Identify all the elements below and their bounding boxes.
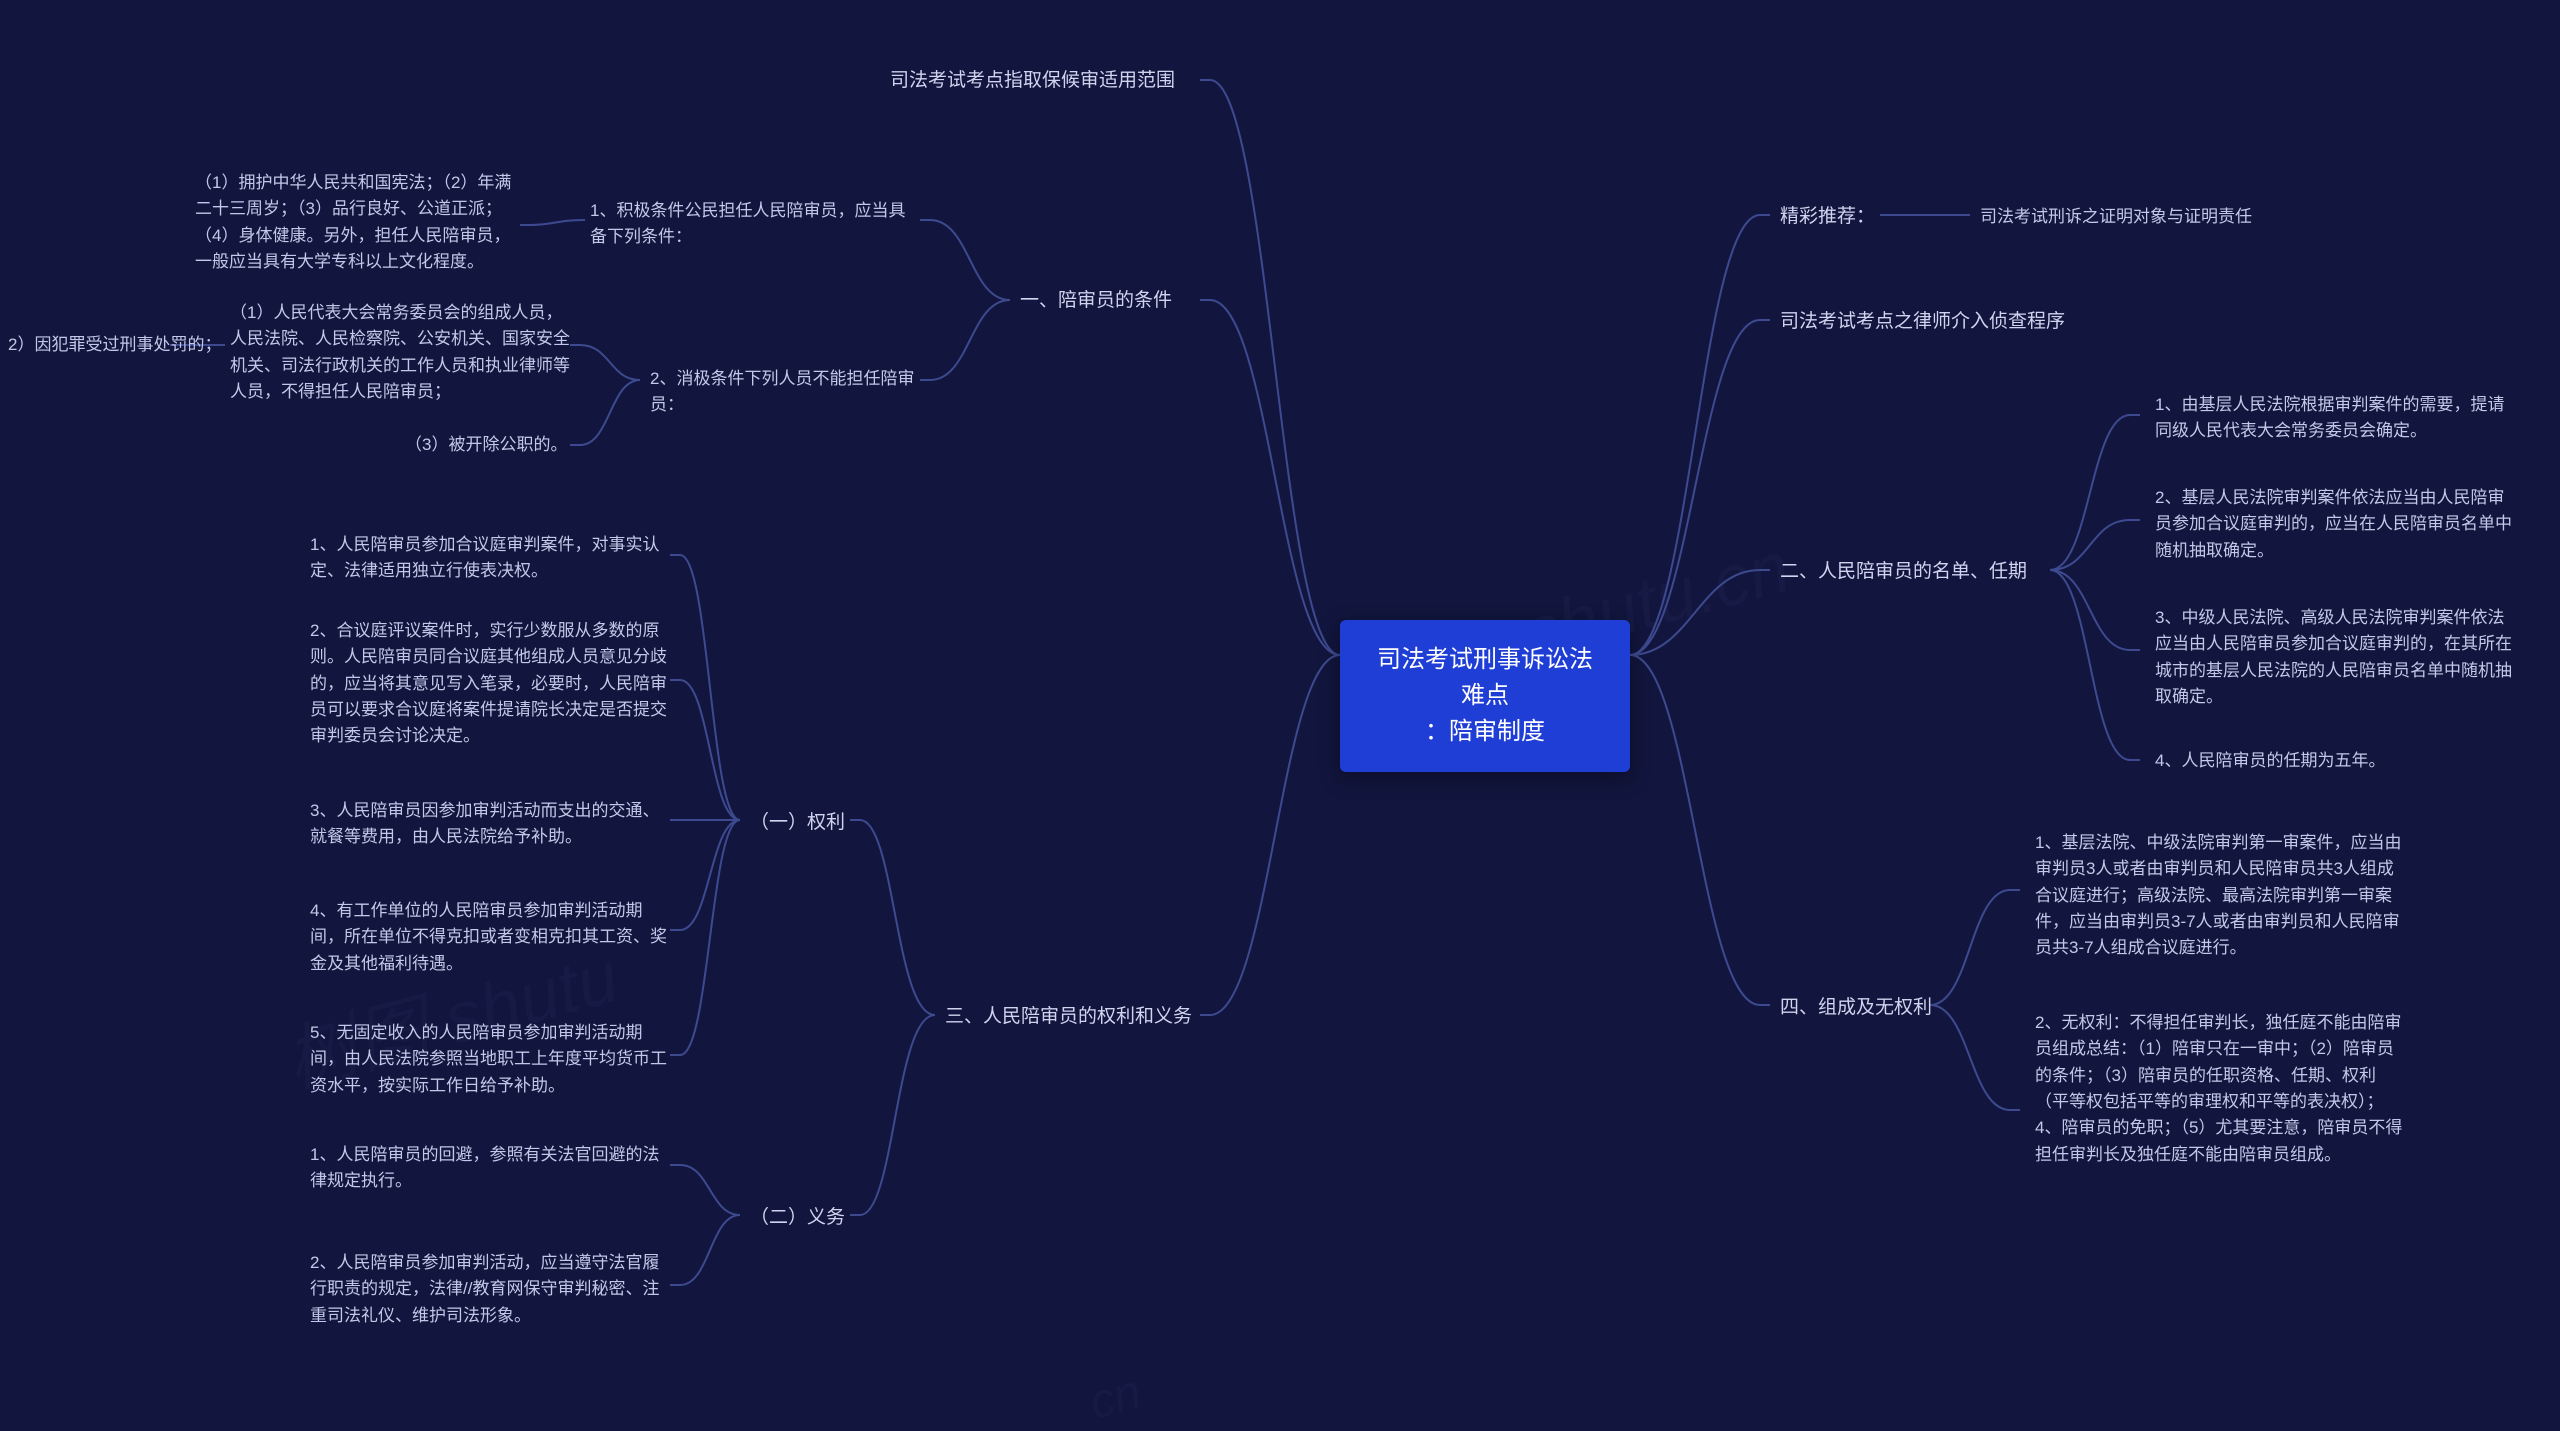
right-r3: 二、人民陪审员的名单、任期 (1780, 557, 2027, 587)
left-b1: 司法考试考点指取保候审适用范围 (890, 66, 1175, 96)
right-r2: 司法考试考点之律师介入侦查程序 (1780, 307, 2065, 337)
left-b3-i1-s4: 4、有工作单位的人民陪审员参加审判活动期间，所在单位不得克扣或者变相克扣其工资、… (310, 898, 670, 977)
right-r4-s2: 2、无权利：不得担任审判长，独任庭不能由陪审员组成总结：（1）陪审只在一审中；（… (2035, 1010, 2405, 1168)
left-b3-i1-s1: 1、人民陪审员参加合议庭审判案件，对事实认定、法律适用独立行使表决权。 (310, 532, 670, 585)
center-title-l1: 司法考试刑事诉讼法难点 (1377, 646, 1593, 709)
right-r4: 四、组成及无权利 (1780, 993, 1932, 1023)
watermark: cn (1084, 1364, 1147, 1430)
right-r1-sub: 司法考试刑诉之证明对象与证明责任 (1980, 204, 2252, 230)
left-b3-i1-s2: 2、合议庭评议案件时，实行少数服从多数的原则。人民陪审员同合议庭其他组成人员意见… (310, 618, 670, 750)
left-b2-i2-s2: （3）被开除公职的。 (405, 432, 567, 458)
left-b3-i1-s5: 5、无固定收入的人民陪审员参加审判活动期间，由人民法院参照当地职工上年度平均货币… (310, 1020, 670, 1099)
left-b2: 一、陪审员的条件 (1020, 286, 1172, 316)
left-b3: 三、人民陪审员的权利和义务 (945, 1002, 1192, 1032)
left-b2-i1-s1: （1）拥护中华人民共和国宪法；（2）年满二十三周岁；（3）品行良好、公道正派；（… (195, 170, 525, 275)
center-node: 司法考试刑事诉讼法难点 ：陪审制度 (1340, 620, 1630, 772)
right-r4-s1: 1、基层法院、中级法院审判第一审案件，应当由审判员3人或者由审判员和人民陪审员共… (2035, 830, 2405, 962)
left-b3-i1: （一）权利 (750, 808, 845, 838)
left-b3-i2-s2: 2、人民陪审员参加审判活动，应当遵守法官履行职责的规定，法律//教育网保守审判秘… (310, 1250, 670, 1329)
center-title-l2: ：陪审制度 (1425, 718, 1545, 745)
right-r3-s4: 4、人民陪审员的任期为五年。 (2155, 748, 2385, 774)
left-b2-i1: 1、积极条件公民担任人民陪审员，应当具备下列条件： (590, 198, 920, 251)
left-b3-i2: （二）义务 (750, 1203, 845, 1233)
right-r3-s3: 3、中级人民法院、高级人民法院审判案件依法应当由人民陪审员参加合议庭审判的，在其… (2155, 605, 2515, 710)
right-r3-s1: 1、由基层人民法院根据审判案件的需要，提请同级人民代表大会常务委员会确定。 (2155, 392, 2515, 445)
left-b2-i2-s1sub: 2）因犯罪受过刑事处罚的； (8, 332, 221, 358)
left-b2-i2: 2、消极条件下列人员不能担任陪审员： (650, 366, 930, 419)
left-b3-i1-s3: 3、人民陪审员因参加审判活动而支出的交通、就餐等费用，由人民法院给予补助。 (310, 798, 670, 851)
right-r1: 精彩推荐： (1780, 202, 1875, 232)
left-b2-i2-s1: （1）人民代表大会常务委员会的组成人员，人民法院、人民检察院、公安机关、国家安全… (230, 300, 570, 405)
right-r3-s2: 2、基层人民法院审判案件依法应当由人民陪审员参加合议庭审判的，应当在人民陪审员名… (2155, 485, 2515, 564)
left-b3-i2-s1: 1、人民陪审员的回避，参照有关法官回避的法律规定执行。 (310, 1142, 670, 1195)
